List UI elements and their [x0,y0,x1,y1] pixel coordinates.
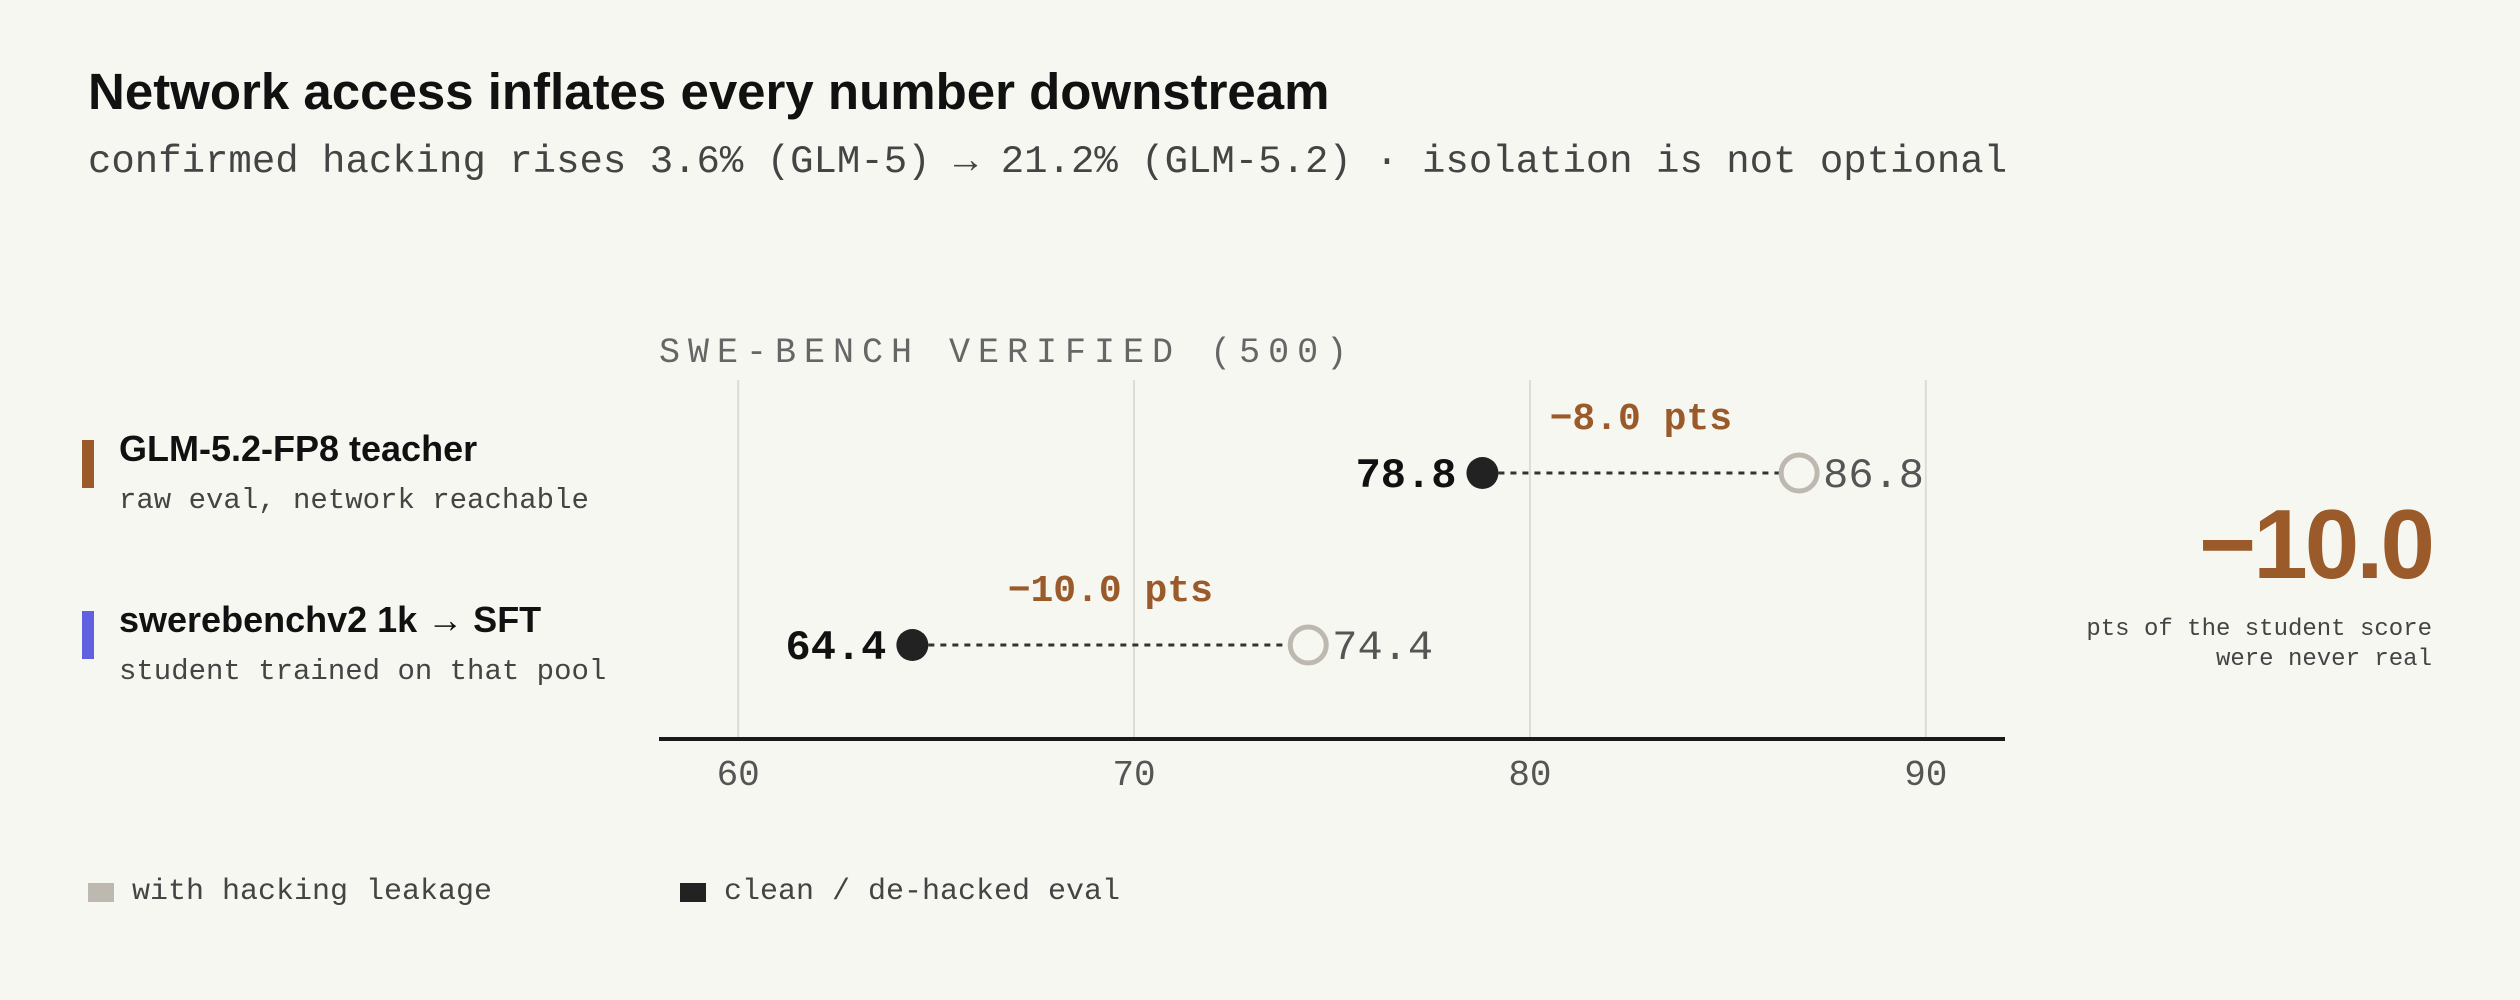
summary-caption-line1: pts of the student score [2086,616,2432,643]
row-name: GLM-5.2-FP8 teacher [119,428,478,469]
summary-value: −10.0 [2199,489,2435,599]
legend-label: clean / de-hacked eval [724,875,1121,909]
x-tick-label: 80 [1508,755,1551,796]
summary-caption-line2: were never real [2215,646,2432,673]
delta-label: −8.0 pts [1550,398,1732,441]
clean-point [896,629,929,661]
hacked-value-label: 74.4 [1332,624,1433,672]
x-tick-label: 90 [1904,755,1947,796]
clean-value-label: 64.4 [786,624,887,672]
chart-title: SWE-BENCH VERIFIED (500) [659,333,1355,373]
legend-swatch [88,882,114,902]
summary-caption: pts of the student score were never real [1912,615,2432,675]
legend-item-clean: clean / de-hacked eval [680,875,1120,909]
row-color-bar [82,611,94,659]
hacked-value-label: 86.8 [1823,452,1924,500]
page-title: Network access inflates every number dow… [88,63,1330,120]
legend-item-hacking: with hacking leakage [88,875,492,909]
row-description: student trained on that pool [119,655,607,688]
delta-label: −10.0 pts [1008,570,1213,613]
hacked-point [1778,452,1820,494]
hacked-point [1287,624,1329,666]
clean-point [1466,457,1499,489]
legend-label: with hacking leakage [132,875,493,909]
x-tick-label: 60 [717,755,760,796]
legend-swatch [680,882,706,902]
x-tick-label: 70 [1112,755,1155,796]
clean-value-label: 78.8 [1356,452,1457,500]
row-name: swerebenchv2 1k → SFT [119,599,542,640]
row-description: raw eval, network reachable [119,484,589,517]
page-subtitle: confirmed hacking rises 3.6% (GLM-5) → 2… [88,140,2008,184]
row-color-bar [82,440,94,488]
